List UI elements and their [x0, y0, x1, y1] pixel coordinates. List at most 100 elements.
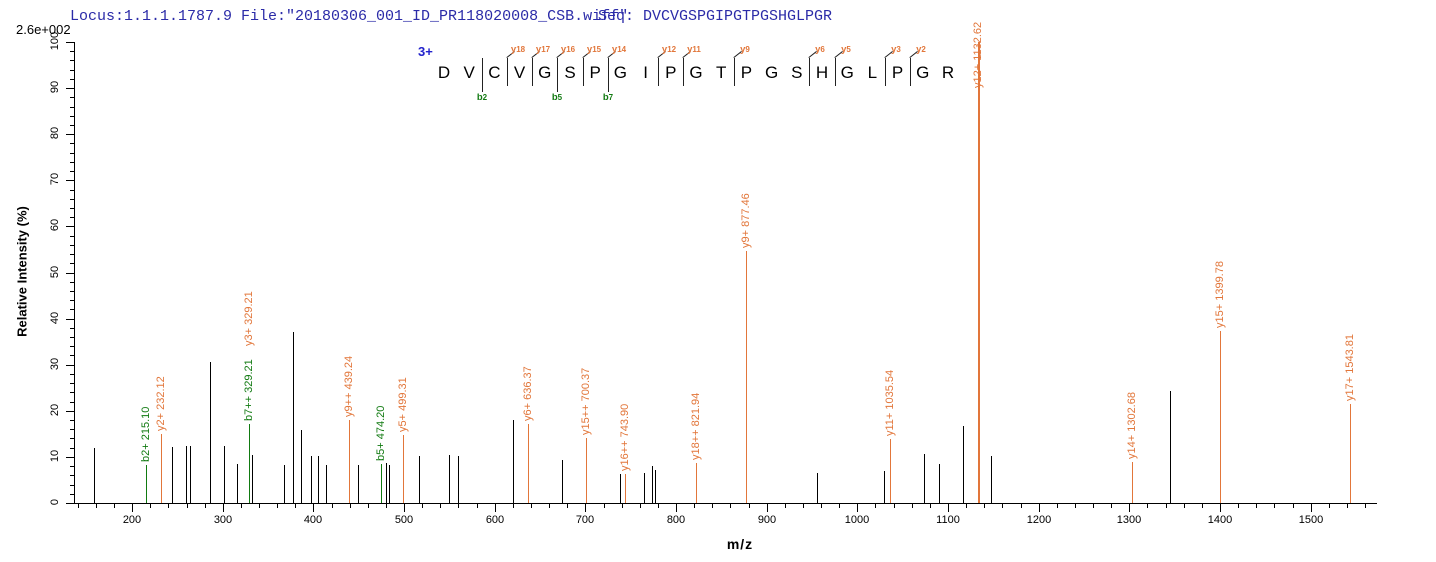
- x-minor-tick: [658, 504, 659, 508]
- peptide-residue: L: [867, 63, 878, 82]
- x-minor-tick: [1184, 504, 1185, 508]
- peptide-residue: I: [643, 63, 648, 82]
- x-tick: [313, 504, 314, 512]
- peptide-residue: T: [715, 63, 727, 82]
- x-minor-tick: [1166, 504, 1167, 508]
- x-minor-tick: [531, 504, 532, 508]
- cleavage-mark: [683, 58, 684, 86]
- x-minor-tick: [604, 504, 605, 508]
- y-minor-tick: [70, 143, 74, 144]
- y-minor-tick: [70, 402, 74, 403]
- y-minor-tick: [70, 125, 74, 126]
- x-minor-tick: [96, 504, 97, 508]
- x-tick: [767, 504, 768, 512]
- spectrum-peak: [318, 456, 319, 503]
- peptide-residue: C: [488, 63, 501, 82]
- spectrum-peak: [293, 332, 294, 503]
- spectrum-peak: [172, 447, 173, 503]
- y-minor-tick: [70, 392, 74, 393]
- y-ion-label: y2: [916, 44, 926, 55]
- x-tick: [857, 504, 858, 512]
- x-minor-tick: [1111, 504, 1112, 508]
- spectrum-peak: [311, 456, 312, 503]
- y-tick: [66, 134, 74, 135]
- spectrum-peak: [528, 424, 529, 503]
- spectrum-peak: [94, 448, 95, 503]
- y-minor-tick: [70, 337, 74, 338]
- peptide-residue: S: [791, 63, 803, 82]
- x-tick-label: 200: [122, 514, 142, 526]
- x-minor-tick: [350, 504, 351, 508]
- peptide-residue: G: [538, 63, 552, 82]
- y-minor-tick: [70, 494, 74, 495]
- y-minor-tick: [70, 300, 74, 301]
- y-tick: [66, 365, 74, 366]
- x-tick: [676, 504, 677, 512]
- x-axis-title: m/z: [726, 536, 754, 552]
- spectrum-peak: [978, 42, 980, 503]
- x-minor-tick: [1057, 504, 1058, 508]
- x-minor-tick: [1021, 504, 1022, 508]
- x-tick-label: 400: [303, 514, 323, 526]
- cleavage-mark: [532, 58, 533, 86]
- sequence-label: Seq: DVCVGSPGIPGTPGSHGLPGR: [598, 8, 833, 25]
- y-minor-tick: [70, 171, 74, 172]
- x-minor-tick: [187, 504, 188, 508]
- y-ion-label: y16: [560, 44, 576, 55]
- x-minor-tick: [114, 504, 115, 508]
- peptide-residue: G: [764, 63, 779, 82]
- x-minor-tick: [1002, 504, 1003, 508]
- spectrum-peak: [458, 456, 459, 503]
- x-tick: [585, 504, 586, 512]
- y-ion-label: y15: [586, 44, 602, 55]
- y-minor-tick: [70, 97, 74, 98]
- x-tick-label: 600: [485, 514, 505, 526]
- y-tick: [66, 226, 74, 227]
- y-minor-tick: [70, 448, 74, 449]
- x-tick-label: 1400: [1207, 514, 1233, 526]
- x-minor-tick: [930, 504, 931, 508]
- y-minor-tick: [70, 466, 74, 467]
- spectrum-peak: [449, 455, 450, 503]
- spectrum-peak: [358, 465, 359, 503]
- spectrum-peak: [237, 464, 238, 503]
- x-minor-tick: [1075, 504, 1076, 508]
- x-minor-tick: [694, 504, 695, 508]
- x-minor-tick: [277, 504, 278, 508]
- peptide-residue: V: [513, 63, 526, 82]
- x-minor-tick: [422, 504, 423, 508]
- y-minor-tick: [70, 245, 74, 246]
- y-ion-label: y5: [841, 44, 851, 55]
- y-tick: [66, 411, 74, 412]
- y-minor-tick: [70, 79, 74, 80]
- y-ion-label: y18: [510, 44, 526, 55]
- spectrum-peak: [562, 460, 563, 503]
- y-minor-tick: [70, 199, 74, 200]
- spectrum-peak: [939, 464, 940, 503]
- x-minor-tick: [821, 504, 822, 508]
- x-minor-tick: [622, 504, 623, 508]
- peptide-residue: V: [463, 63, 475, 82]
- spectrum-peak: [625, 474, 626, 503]
- peptide-residue: H: [815, 63, 829, 82]
- max-intensity-label: 2.6e+002: [16, 22, 71, 37]
- spectrum-peak: [186, 446, 187, 503]
- cleavage-mark: [885, 58, 886, 86]
- spectrum-peak: [161, 434, 162, 503]
- spectrum-peak: [890, 439, 891, 503]
- y-minor-tick: [70, 217, 74, 218]
- x-minor-tick: [458, 504, 459, 508]
- x-minor-tick: [241, 504, 242, 508]
- spectrum-peak: [249, 424, 250, 503]
- x-tick: [1039, 504, 1040, 512]
- y-minor-tick: [70, 254, 74, 255]
- x-tick-label: 1500: [1298, 514, 1324, 526]
- x-minor-tick: [368, 504, 369, 508]
- y-ion-label: y6: [815, 44, 825, 55]
- x-minor-tick: [477, 504, 478, 508]
- cleavage-mark: [557, 58, 558, 92]
- x-minor-tick: [640, 504, 641, 508]
- y-minor-tick: [70, 263, 74, 264]
- x-tick-label: 500: [394, 514, 414, 526]
